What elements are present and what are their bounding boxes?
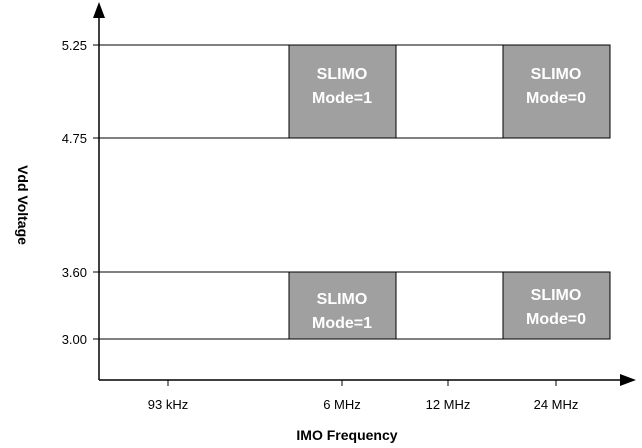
region-label-line2: Mode=0 — [526, 90, 586, 107]
x-tick-label-93khz: 93 kHz — [148, 397, 188, 412]
x-tick-label-6mhz: 6 MHz — [323, 397, 361, 412]
region-box-6mhz-low: SLIMO Mode=1 — [288, 271, 397, 340]
x-axis-title: IMO Frequency — [296, 427, 397, 443]
y-axis-title: Vdd Voltage — [15, 165, 31, 245]
region-label-line1: SLIMO — [531, 66, 582, 83]
y-tick-label-5-25: 5.25 — [62, 38, 87, 53]
y-tick-label-3-00: 3.00 — [62, 332, 87, 347]
region-label-line1: SLIMO — [531, 287, 582, 304]
region-box-fill — [502, 271, 611, 340]
region-label-line2: Mode=0 — [526, 311, 586, 328]
region-box-24mhz-high: SLIMO Mode=0 — [502, 44, 611, 139]
region-label-line2: Mode=1 — [312, 315, 372, 332]
region-box-6mhz-high: SLIMO Mode=1 — [288, 44, 397, 139]
region-box-fill — [288, 44, 397, 139]
region-box-fill — [502, 44, 611, 139]
x-tick-label-12mhz: 12 MHz — [426, 397, 471, 412]
y-tick-label-4-75: 4.75 — [62, 131, 87, 146]
region-label-line1: SLIMO — [317, 291, 368, 308]
region-box-fill — [288, 271, 397, 340]
x-axis-arrow — [620, 374, 636, 386]
region-box-24mhz-low: SLIMO Mode=0 — [502, 271, 611, 340]
region-label-line2: Mode=1 — [312, 90, 372, 107]
y-tick-label-3-60: 3.60 — [62, 265, 87, 280]
x-tick-label-24mhz: 24 MHz — [534, 397, 579, 412]
y-axis-arrow — [93, 2, 105, 18]
region-label-line1: SLIMO — [317, 66, 368, 83]
